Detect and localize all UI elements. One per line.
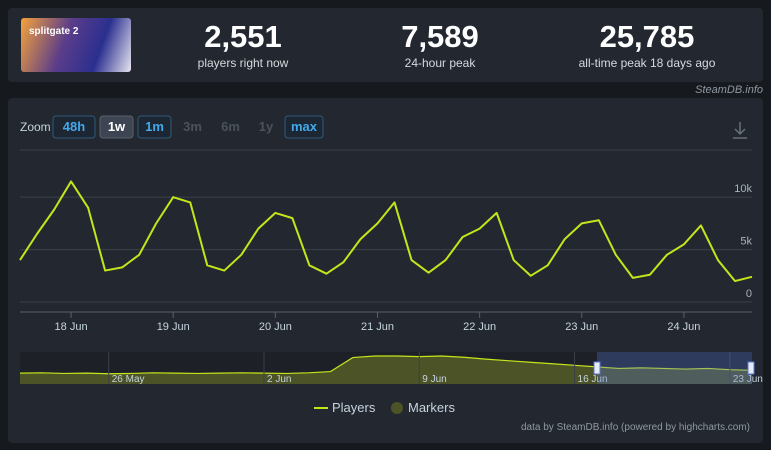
- y-tick-label: 5k: [740, 236, 752, 248]
- legend-marker: [391, 402, 403, 414]
- zoom-button-label: 1y: [259, 119, 274, 134]
- navigator-label: 2 Jun: [267, 374, 291, 385]
- source[interactable]: SteamDB.info: [695, 84, 763, 96]
- x-tick-label: 18 Jun: [55, 321, 88, 333]
- zoom-button-label[interactable]: 48h: [63, 119, 85, 134]
- stat: 2,551 players right now: [148, 19, 338, 71]
- navigator-label: 26 May: [112, 374, 145, 385]
- stat-label: players right now: [197, 56, 289, 70]
- legend-label[interactable]: Markers: [408, 400, 455, 415]
- navigator-label: 9 Jun: [422, 374, 446, 385]
- stat-label: 24-hour peak: [404, 56, 476, 70]
- zoom-label: Zoom: [20, 120, 51, 134]
- stat-value: 25,785: [599, 19, 695, 54]
- navigator-selection[interactable]: [597, 352, 752, 384]
- chart-panel: [8, 98, 763, 443]
- zoom-button-label: 6m: [221, 119, 240, 134]
- zoom-button[interactable]: [137, 115, 172, 139]
- navigator-label: 16 Jun: [578, 374, 608, 385]
- zoom-button-label[interactable]: max: [291, 119, 318, 134]
- game-image[interactable]: splitgate 2: [21, 18, 131, 72]
- navigator-line: [19, 355, 753, 375]
- zoom-button-label: 3m: [183, 119, 202, 134]
- stat-value: 2,551: [204, 19, 282, 54]
- game-logo: splitgate 2: [29, 26, 79, 37]
- x-tick-label: 20 Jun: [259, 321, 292, 333]
- stat-label: all-time peak 18 days ago: [578, 56, 716, 70]
- credits[interactable]: data by SteamDB.info (powered by highcha…: [521, 422, 750, 433]
- zoom-button-label[interactable]: 1m: [145, 119, 164, 134]
- zoom-button-label[interactable]: 1w: [108, 119, 126, 134]
- header: splitgate 2 2,551 players right now 7,589…: [8, 8, 763, 82]
- navigator-label: 23 Jun: [733, 374, 763, 385]
- y-tick-label: 0: [746, 288, 752, 300]
- x-tick-label: 21 Jun: [361, 321, 394, 333]
- x-tick-label: 24 Jun: [667, 321, 700, 333]
- stat: 25,785 all-time peak 18 days ago: [552, 19, 742, 71]
- navigator-area: [20, 356, 752, 384]
- zoom-button[interactable]: [99, 115, 134, 139]
- navigator-handle[interactable]: [593, 361, 601, 375]
- x-tick-label: 19 Jun: [157, 321, 190, 333]
- stat-value: 7,589: [401, 19, 479, 54]
- x-tick-label: 22 Jun: [463, 321, 496, 333]
- navigator-handle[interactable]: [747, 361, 755, 375]
- zoom-button[interactable]: [52, 115, 96, 139]
- stat: 7,589 24-hour peak: [345, 19, 535, 71]
- zoom-button[interactable]: [284, 115, 324, 139]
- legend-label[interactable]: Players: [332, 400, 376, 415]
- download-icon[interactable]: [733, 122, 747, 139]
- x-tick-label: 23 Jun: [565, 321, 598, 333]
- players-line: [19, 180, 753, 283]
- y-tick-label: 10k: [734, 183, 752, 195]
